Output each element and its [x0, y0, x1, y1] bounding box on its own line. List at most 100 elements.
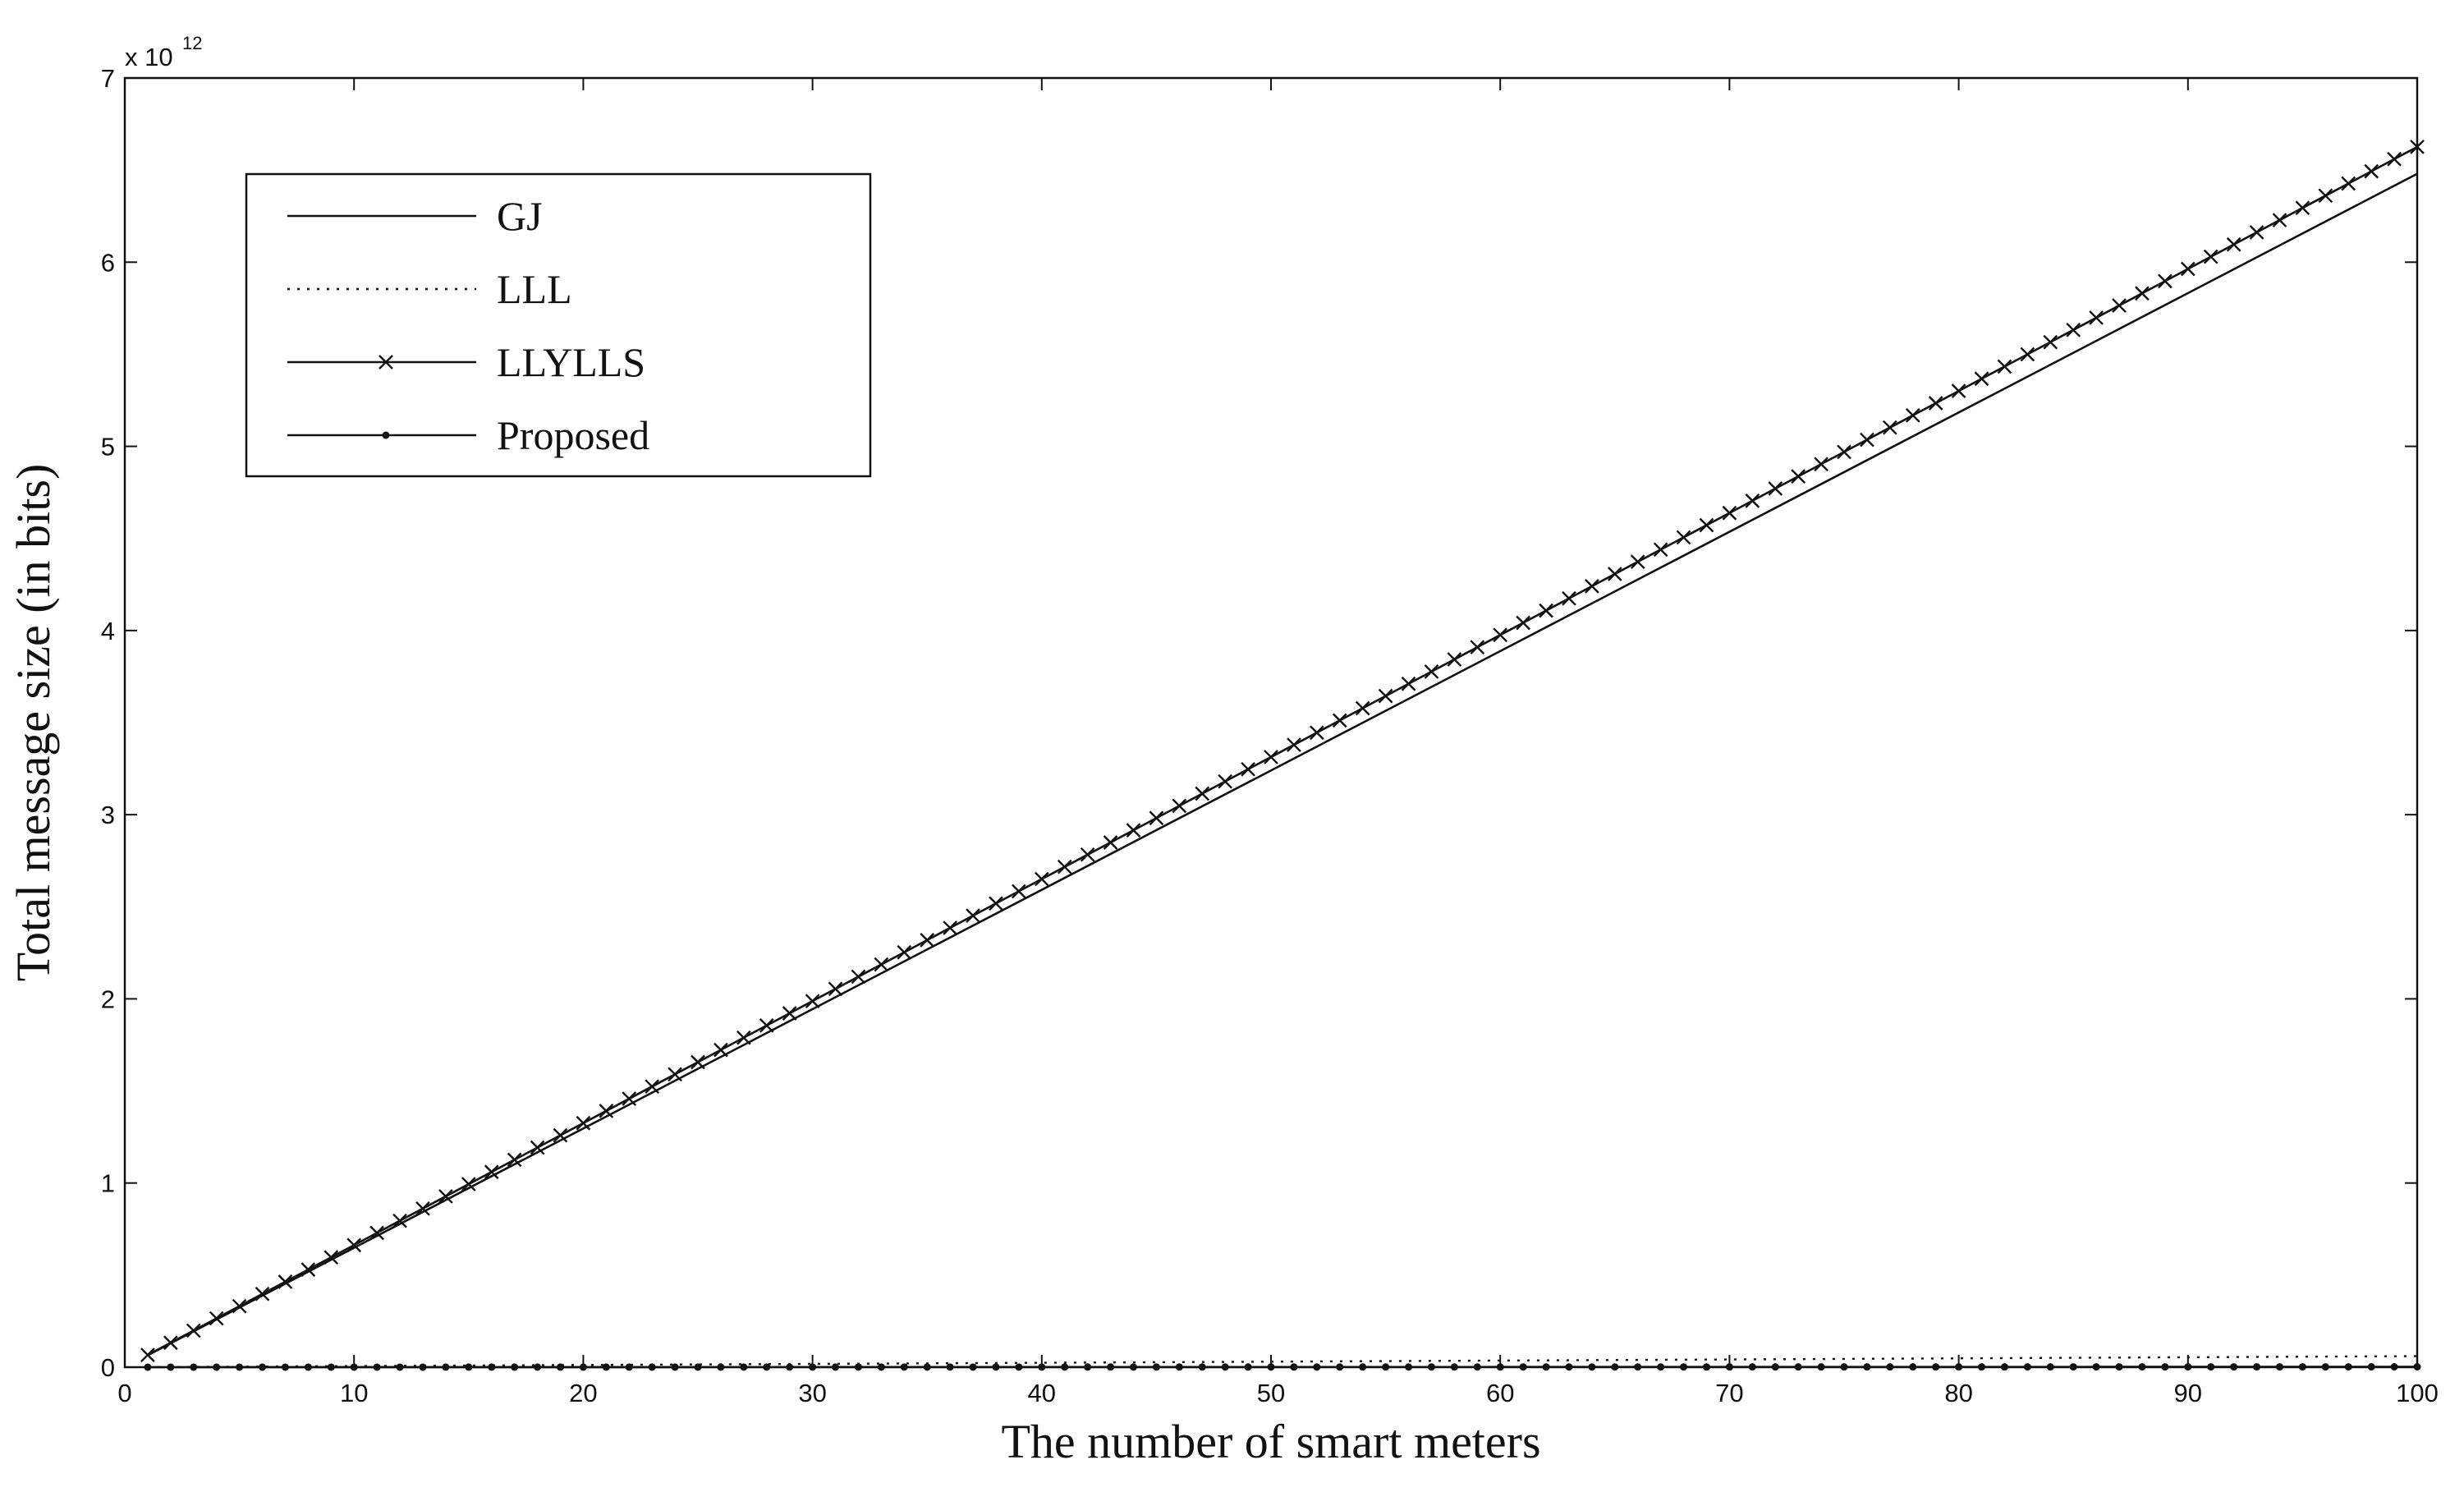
data-point	[828, 981, 843, 997]
x-tick-label: 80	[1944, 1379, 1972, 1407]
x-tick-label: 40	[1028, 1379, 1056, 1407]
legend-label-proposed: Proposed	[497, 412, 649, 458]
data-point	[2180, 261, 2196, 277]
data-point	[213, 1363, 221, 1371]
series-proposed	[144, 1363, 2421, 1371]
data-point	[1882, 420, 1897, 435]
data-point	[327, 1363, 335, 1371]
data-point	[599, 1104, 614, 1118]
data-point	[1424, 664, 1439, 679]
data-point	[2092, 1363, 2100, 1371]
data-point	[943, 920, 957, 935]
data-point	[648, 1363, 656, 1371]
data-point	[2413, 1363, 2421, 1371]
data-point	[2390, 1363, 2398, 1371]
legend: GJ LLL LLYLLS Proposed	[245, 172, 872, 478]
y-tick-label: 0	[101, 1353, 115, 1382]
data-point	[255, 1286, 270, 1301]
data-point	[714, 1042, 728, 1058]
data-point	[966, 908, 980, 923]
data-point	[2089, 310, 2104, 325]
data-point	[438, 1189, 453, 1204]
legend-box	[245, 172, 872, 478]
data-point	[2364, 163, 2379, 179]
data-point	[1817, 1363, 1825, 1371]
data-point	[717, 1363, 725, 1371]
data-point	[2275, 1363, 2283, 1371]
data-point	[2112, 298, 2127, 313]
data-point	[759, 1018, 774, 1033]
data-point	[1015, 1363, 1023, 1371]
legend-label-lll: LLL	[497, 266, 572, 312]
data-point	[1932, 1363, 1940, 1371]
data-point	[900, 1363, 908, 1371]
data-point	[1355, 700, 1370, 716]
data-point	[1152, 1363, 1160, 1371]
data-point	[2272, 213, 2287, 227]
data-point	[782, 1006, 797, 1021]
data-point	[1702, 1363, 1710, 1371]
data-point	[323, 1250, 339, 1265]
data-point	[2295, 200, 2310, 216]
data-point	[1264, 750, 1278, 764]
data-point	[1955, 1363, 1963, 1371]
data-point	[786, 1363, 794, 1371]
series-layer	[140, 140, 2425, 1371]
data-point	[236, 1363, 244, 1371]
x-axis-ticks: 0 10 20 30 40 50 60 70 80 90 100	[117, 78, 2439, 1407]
data-point	[553, 1127, 568, 1143]
data-point	[1313, 1363, 1321, 1371]
data-point	[2226, 236, 2241, 252]
data-point	[2203, 249, 2219, 264]
data-point	[1565, 1363, 1573, 1371]
data-point	[530, 1140, 545, 1155]
data-point	[278, 1274, 293, 1289]
data-point	[989, 896, 1003, 911]
data-point	[694, 1363, 702, 1371]
legend-label-gj: GJ	[497, 193, 543, 239]
data-point	[2321, 1363, 2329, 1371]
data-point	[1496, 1363, 1504, 1371]
data-point	[488, 1363, 496, 1371]
x-tick-label: 60	[1486, 1379, 1514, 1407]
data-point	[1195, 786, 1210, 801]
data-point	[1359, 1363, 1367, 1371]
x-tick-label: 70	[1715, 1379, 1743, 1407]
data-point	[1722, 505, 1737, 521]
data-point	[1057, 859, 1072, 875]
data-point	[281, 1363, 289, 1371]
y-tick-label: 4	[101, 617, 115, 645]
data-point	[1493, 627, 1508, 643]
data-point	[1657, 1363, 1665, 1371]
data-point	[2161, 1363, 2169, 1371]
data-point	[2230, 1363, 2238, 1371]
data-point	[1768, 481, 1783, 496]
data-point	[2341, 176, 2356, 191]
data-point	[625, 1363, 633, 1371]
data-point	[465, 1363, 473, 1371]
data-point	[1794, 1363, 1802, 1371]
data-point	[2158, 273, 2173, 289]
data-point	[1061, 1363, 1069, 1371]
data-point	[579, 1363, 587, 1371]
data-point	[1837, 444, 1851, 460]
data-point	[1814, 457, 1828, 472]
y-tick-label: 5	[101, 433, 115, 461]
y-tick-label: 2	[101, 985, 115, 1013]
data-point	[1863, 1363, 1871, 1371]
data-point	[1974, 371, 1989, 387]
data-point	[1175, 1363, 1183, 1371]
data-point	[2046, 1363, 2054, 1371]
data-point	[507, 1152, 522, 1168]
data-point	[920, 933, 935, 948]
data-point	[2135, 286, 2150, 301]
data-point	[2023, 1363, 2031, 1371]
data-point	[2020, 347, 2035, 362]
data-point	[1107, 1363, 1115, 1371]
data-point	[874, 957, 889, 972]
data-point	[1516, 615, 1530, 631]
data-point	[1951, 383, 1966, 398]
data-point	[1080, 847, 1095, 862]
x-tick-label: 100	[2396, 1379, 2439, 1407]
data-point	[602, 1363, 610, 1371]
